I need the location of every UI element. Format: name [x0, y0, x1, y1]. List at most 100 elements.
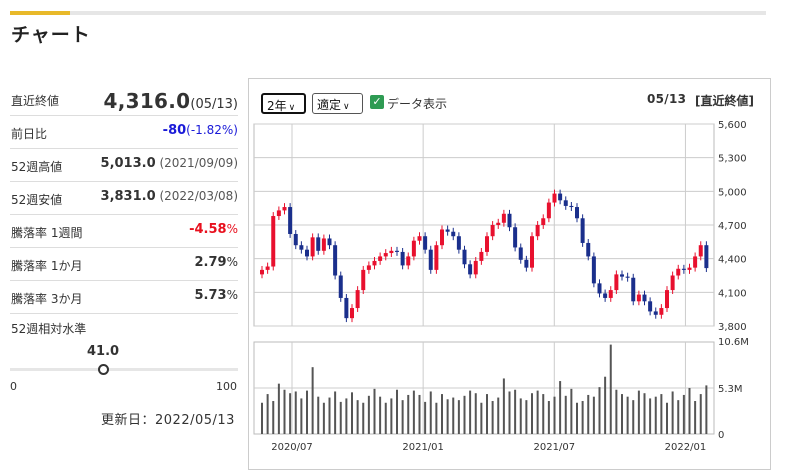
chevron-down-icon: ∨ [288, 103, 296, 113]
volume-bar [424, 401, 427, 434]
volume-bar [486, 394, 488, 434]
close-date: (05/13) [190, 97, 238, 112]
candle-body [620, 274, 624, 277]
volume-bar [356, 400, 359, 434]
y-tick-label: 3,800 [718, 322, 747, 333]
volume-bar [407, 394, 410, 434]
x-tick-label: 2021/07 [534, 442, 576, 453]
candle-body [276, 210, 281, 217]
high52-date: (2021/09/09) [159, 156, 238, 170]
stat-1month: 騰落率 1か月 2.79% [10, 248, 238, 281]
volume-bar [446, 399, 449, 434]
candle-body [310, 237, 315, 257]
adjust-value: 適定 [317, 98, 342, 112]
volume-bar [277, 383, 280, 434]
candle-body [428, 249, 433, 270]
y-tick-label: 4,700 [718, 221, 747, 232]
candle-body [485, 236, 489, 252]
prev-pct: (-1.82%) [186, 123, 238, 137]
high52-value: 5,013.0 [100, 156, 156, 171]
show-data-checkbox[interactable]: ✓ [370, 95, 384, 109]
volume-bar [497, 397, 500, 434]
volume-bar [609, 344, 612, 434]
candle-body [698, 245, 703, 257]
month1-value: 2.79 [194, 255, 227, 270]
volume-bar [261, 402, 263, 434]
candle-body [563, 200, 568, 206]
volume-bar [390, 398, 393, 434]
candle-body [653, 311, 658, 315]
show-data-label[interactable]: データ表示 [387, 97, 448, 111]
volume-bar [637, 390, 640, 434]
candle-body [496, 222, 501, 225]
volume-bar [677, 400, 680, 434]
checkmark-icon: ✓ [372, 95, 382, 108]
candle-body [681, 268, 686, 270]
volume-bar [699, 394, 702, 434]
candle-body [530, 236, 534, 268]
stat-close-label: 直近終値 [11, 94, 60, 108]
stat-high52: 52週高値 5,013.0 (2021/09/09) [10, 149, 238, 182]
candle-body [524, 259, 529, 268]
volume-bar [570, 388, 573, 434]
volume-bar [367, 395, 370, 434]
candle-body [659, 308, 664, 315]
period-select[interactable]: 2年 ∨ [261, 93, 306, 114]
level-max: 100 [216, 380, 237, 393]
candle-body [597, 283, 602, 294]
stock-chart: 5,600 5,300 5,000 4,700 4,400 4,100 3,800 10.6M… [253, 120, 749, 453]
candle-body [693, 256, 698, 268]
candle-body [608, 290, 613, 298]
volume-bar [525, 400, 528, 434]
stats-panel: 直近終値 4,316.0(05/13) 前日比 -80(-1.82%) 52週高… [10, 82, 238, 314]
level-value: 41.0 [87, 344, 120, 359]
candle-body [423, 236, 428, 250]
volume-bar [542, 394, 545, 434]
y-tick-label: 4,400 [718, 255, 747, 266]
volume-bar [626, 396, 629, 434]
stat-prev: 前日比 -80(-1.82%) [10, 116, 238, 149]
level-track [10, 368, 238, 371]
candle-body [462, 249, 467, 265]
candle-body [440, 229, 444, 246]
volume-bar [559, 381, 562, 434]
volume-bar [435, 402, 438, 434]
candle-body [456, 236, 461, 250]
volume-bar [362, 402, 365, 434]
volume-bar [502, 378, 505, 434]
adjust-select[interactable]: 適定 ∨ [312, 93, 363, 114]
candle-body [344, 297, 349, 319]
candle-body [445, 229, 450, 232]
candle-body [333, 245, 338, 276]
volume-bar [564, 395, 567, 434]
volume-bar [441, 394, 443, 434]
candle-body [501, 213, 506, 223]
candle-body [642, 294, 647, 302]
volume-bar [345, 398, 348, 434]
candle-body [541, 218, 546, 225]
candle-body [490, 225, 495, 237]
candle-body [417, 236, 422, 241]
section-accent [10, 11, 70, 15]
candle-body [603, 293, 608, 298]
volume-bar [621, 394, 623, 434]
candle-body [400, 251, 405, 266]
volume-bar [480, 402, 483, 434]
volume-bar [452, 397, 455, 434]
candle-body [260, 269, 264, 275]
candle-body [293, 233, 298, 246]
y-tick-label: 5,600 [718, 120, 747, 131]
x-tick-label: 2021/01 [402, 442, 444, 453]
low52-date: (2022/03/08) [159, 189, 238, 203]
candle-body [591, 256, 596, 284]
stat-1week: 騰落率 1週間 -4.58% [10, 215, 238, 248]
volume-bar [322, 402, 325, 434]
month3-unit: % [226, 288, 238, 302]
volume-bar [384, 402, 387, 434]
candle-body [665, 290, 669, 309]
volume-bar [576, 402, 578, 434]
week1-unit: % [226, 222, 238, 236]
chart-panel: 2年 ∨ 適定 ∨ ✓ データ表示 05/13 [直近終値] 5,600 5,300 5… [248, 78, 771, 470]
chevron-down-icon: ∨ [343, 102, 350, 112]
volume-bar [547, 401, 550, 434]
